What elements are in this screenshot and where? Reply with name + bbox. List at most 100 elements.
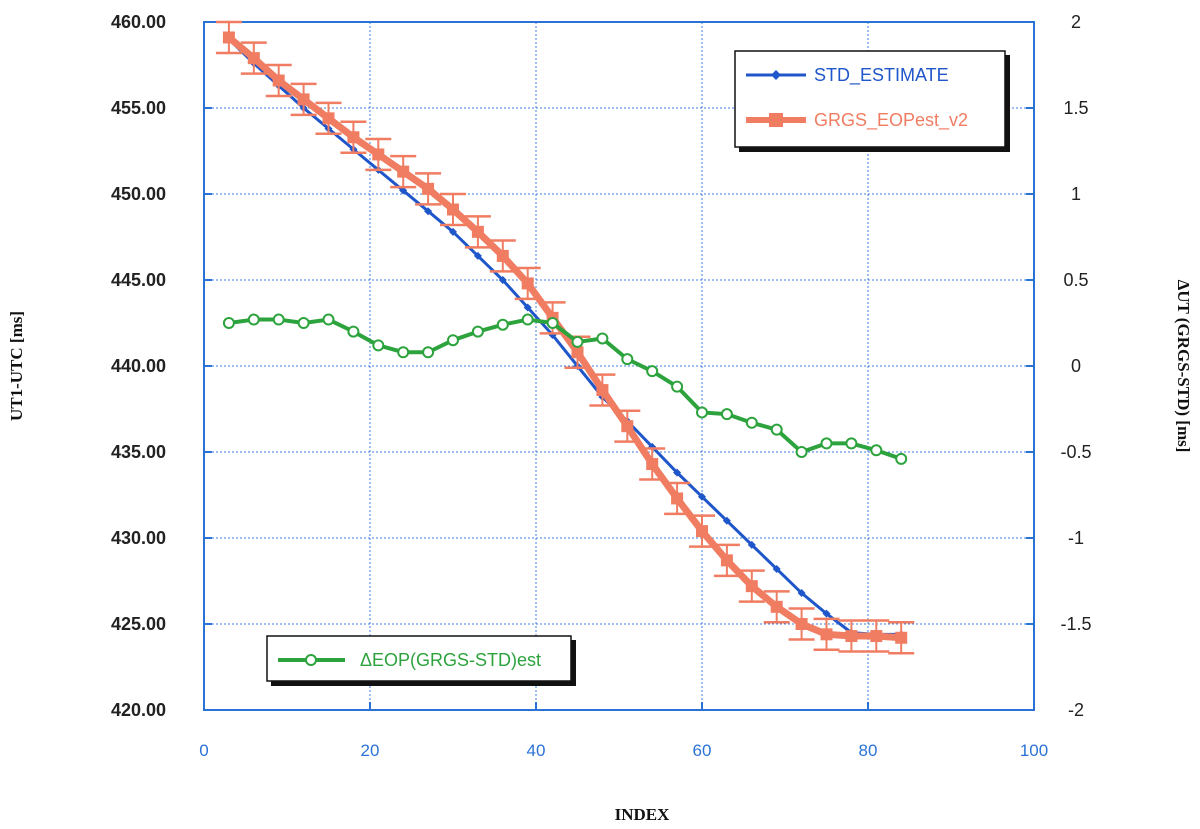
delta-point [447,334,459,347]
y-left-tick-label: 445.00 [111,270,166,290]
x-axis-title: INDEX [615,805,671,824]
delta-point [895,452,908,465]
delta-point [222,317,235,329]
delta-point [372,339,385,352]
y-left-tick-label: 450.00 [111,184,166,204]
legend-item-std-estimate: STD_ESTIMATE [746,65,949,86]
y-right-tick-label: 1.5 [1063,98,1088,118]
legend-top: STD_ESTIMATE GRGS_EOPest_v2 [734,50,1010,152]
grgs-point [247,52,260,65]
delta-point [272,313,285,326]
legend-item-delta-eop: ΔEOP(GRGS-STD)est [278,650,541,670]
delta-point [820,437,833,450]
delta-point [870,444,883,457]
grgs-point [596,384,609,397]
legend-label-delta-eop: ΔEOP(GRGS-STD)est [360,650,541,670]
std-point [772,564,781,573]
y-left-tick-label: 440.00 [111,356,166,376]
delta-point [720,408,733,421]
legend-bottom: ΔEOP(GRGS-STD)est [266,635,576,686]
grgs-point [397,165,410,178]
x-tick-label: 20 [361,741,380,760]
y-right-tick-label: -0.5 [1060,442,1091,462]
grgs-point [720,554,733,567]
std-point [523,303,532,312]
grgs-point [372,148,385,161]
grgs-point [621,420,634,433]
grgs-point [571,346,584,359]
series-delta-eop [222,313,908,465]
grgs-point [646,458,659,471]
delta-point [397,346,410,359]
grgs-point [347,131,360,144]
grgs-point [820,628,833,641]
std-point [698,492,706,501]
grgs-line [226,34,902,642]
std-point [498,276,507,284]
delta-point [546,317,559,329]
y-left-axis-title: UT1-UTC [ms] [7,311,26,421]
x-tick-label: 60 [693,741,712,760]
grgs-point [496,249,509,262]
y-left-tick-label: 430.00 [111,528,166,548]
y-right-tick-label: 2 [1071,12,1081,32]
y-left-tick-label: 425.00 [111,614,166,634]
legend-item-grgs-eopest-v2: GRGS_EOPest_v2 [746,110,968,131]
std-point [797,589,806,598]
y-right-tick-label: -1.5 [1060,614,1091,634]
y-left-tick-label: 460.00 [111,12,166,32]
y-right-axis-title: ΔUT (GRGS-STD) [ms] [1174,280,1193,453]
delta-point [571,335,584,348]
grgs-point [845,630,858,643]
grgs-point [322,112,335,125]
std-point [399,186,408,195]
grgs-point [422,182,435,195]
y-right-tick-label: 1 [1071,184,1081,204]
delta-line [228,317,902,461]
delta-point [521,313,534,326]
grid-lines [204,22,1034,710]
delta-point [596,332,609,345]
std-point [424,207,433,216]
delta-point [795,446,808,458]
delta-point [646,365,659,378]
y-left-tick-label: 420.00 [111,700,166,720]
delta-point [471,325,484,338]
delta-point [422,346,435,359]
x-tick-label: 100 [1020,741,1048,760]
std-line [227,38,902,636]
delta-point [671,380,684,393]
legend-label-grgs-eopest-v2: GRGS_EOPest_v2 [814,110,968,131]
y-right-tick-label: -2 [1068,700,1084,720]
grgs-point [521,277,534,290]
grgs-point [795,618,808,630]
delta-point [297,317,310,329]
legend-label-std-estimate: STD_ESTIMATE [814,65,949,86]
y-right-tick-label: 0.5 [1063,270,1088,290]
std-point [473,251,482,260]
delta-point [347,325,360,338]
delta-point [496,318,509,331]
grgs-point [770,600,783,613]
x-ticks: 0 20 40 60 80 100 [199,702,1048,760]
y-right-tick-label: 0 [1071,356,1081,376]
y-right-ticks: -2 -1.5 -1 -0.5 0 0.5 1 1.5 2 [1026,12,1092,720]
grgs-point [870,630,883,643]
std-point [673,468,682,477]
delta-point [845,437,858,450]
grgs-point [222,31,235,44]
grgs-point [696,525,708,538]
x-tick-label: 80 [859,741,878,760]
y-right-tick-label: -1 [1068,528,1084,548]
std-point [822,609,831,618]
grgs-point [447,203,459,216]
grgs-point [297,93,310,106]
std-point [747,540,756,549]
grgs-point [272,74,285,87]
std-point [722,516,731,525]
delta-point [621,353,634,366]
y-left-tick-label: 455.00 [111,98,166,118]
x-tick-label: 0 [199,741,208,760]
delta-point [696,406,708,419]
x-tick-label: 40 [527,741,546,760]
